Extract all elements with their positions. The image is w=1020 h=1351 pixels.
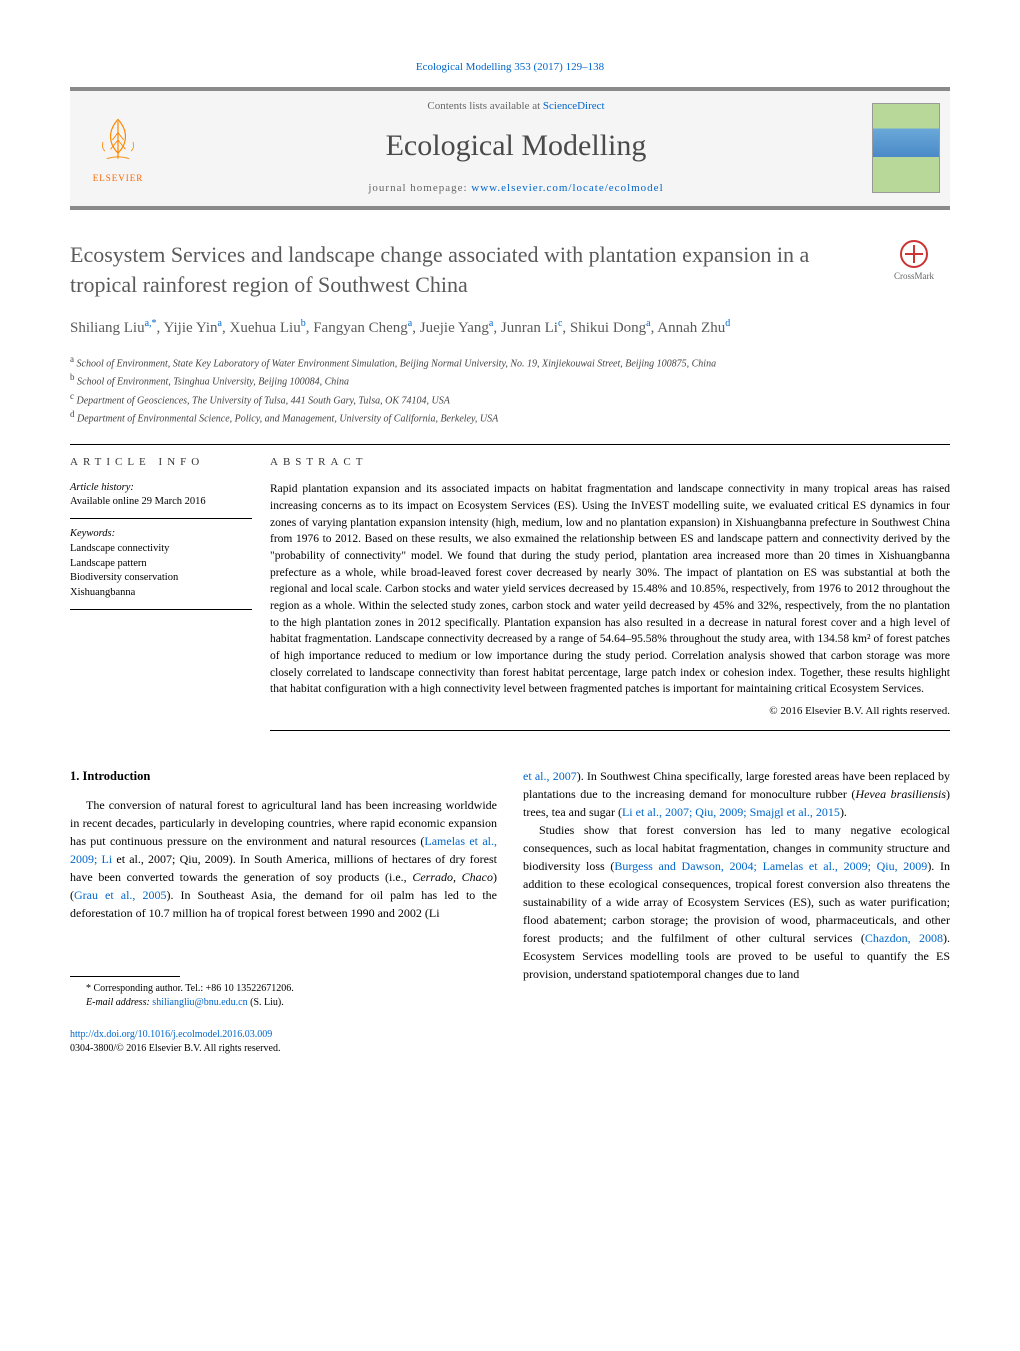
contents-prefix: Contents lists available at [427,100,542,112]
email-suffix: (S. Liu). [248,997,284,1008]
citation-link[interactable]: Grau et al., 2005 [74,888,166,902]
intro-paragraph-1: The conversion of natural forest to agri… [70,796,497,922]
keywords-label: Keywords: [70,527,252,542]
citation-link[interactable]: Chazdon, 2008 [865,931,943,945]
homepage-prefix: journal homepage: [368,182,471,194]
corresponding-author-note: * Corresponding author. Tel.: +86 10 135… [70,982,497,996]
keyword-item: Landscape connectivity [70,542,252,557]
keyword-item: Biodiversity conservation [70,571,252,586]
contents-line: Contents lists available at ScienceDirec… [160,99,872,114]
publisher-block: ELSEVIER [70,110,160,185]
article-info-sidebar: article info Article history: Available … [70,445,270,731]
abstract-block: abstract Rapid plantation expansion and … [270,445,950,731]
sciencedirect-link[interactable]: ScienceDirect [543,100,605,112]
journal-title: Ecological Modelling [160,125,872,167]
homepage-link[interactable]: www.elsevier.com/locate/ecolmodel [471,182,663,194]
email-note: E-mail address: shiliangliu@bnu.edu.cn (… [70,996,497,1010]
page-footer: http://dx.doi.org/10.1016/j.ecolmodel.20… [70,1028,950,1056]
history-label: Article history: [70,481,252,496]
citation-link[interactable]: Li [102,852,113,866]
footnote-separator [70,976,180,977]
affiliation-list: a School of Environment, State Key Labor… [70,353,950,426]
author-email-link[interactable]: shiliangliu@bnu.edu.cn [152,997,247,1008]
article-body: 1. Introduction The conversion of natura… [70,767,950,1010]
column-left: 1. Introduction The conversion of natura… [70,767,497,1010]
email-label: E-mail address: [86,997,152,1008]
history-value: Available online 29 March 2016 [70,495,252,510]
crossmark-badge[interactable]: CrossMark [878,240,950,283]
article-info-heading: article info [70,455,252,470]
citation-link[interactable]: Burgess and Dawson, 2004; Lamelas et al.… [614,859,927,873]
journal-masthead: ELSEVIER Contents lists available at Sci… [70,87,950,210]
cover-thumbnail-block [872,103,950,193]
intro-paragraph-2: Studies show that forest conversion has … [523,821,950,983]
author-list: Shiliang Liua,*, Yijie Yina, Xuehua Liub… [70,316,950,340]
intro-heading: 1. Introduction [70,767,497,786]
keyword-item: Xishuangbanna [70,586,252,601]
issn-copyright: 0304-3800/© 2016 Elsevier B.V. All right… [70,1043,280,1054]
abstract-copyright: © 2016 Elsevier B.V. All rights reserved… [270,704,950,720]
column-right: et al., 2007). In Southwest China specif… [523,767,950,1010]
homepage-line: journal homepage: www.elsevier.com/locat… [160,181,872,196]
doi-link[interactable]: http://dx.doi.org/10.1016/j.ecolmodel.20… [70,1029,272,1040]
citation-link[interactable]: Li et al., 2007; Qiu, 2009; Smajgl et al… [622,805,840,819]
citation-link[interactable]: et al., 2007 [523,769,577,783]
journal-cover-icon [872,103,940,193]
elsevier-tree-icon [88,110,148,170]
article-title: Ecosystem Services and landscape change … [70,240,858,299]
keyword-item: Landscape pattern [70,557,252,572]
intro-paragraph-1-cont: et al., 2007). In Southwest China specif… [523,767,950,821]
crossmark-icon [900,240,928,268]
abstract-heading: abstract [270,455,950,471]
header-citation: Ecological Modelling 353 (2017) 129–138 [70,60,950,75]
publisher-label: ELSEVIER [93,172,144,185]
citation-link[interactable]: Lamelas et al., 2009; [70,834,497,866]
abstract-text: Rapid plantation expansion and its assoc… [270,481,950,698]
crossmark-label: CrossMark [878,270,950,283]
